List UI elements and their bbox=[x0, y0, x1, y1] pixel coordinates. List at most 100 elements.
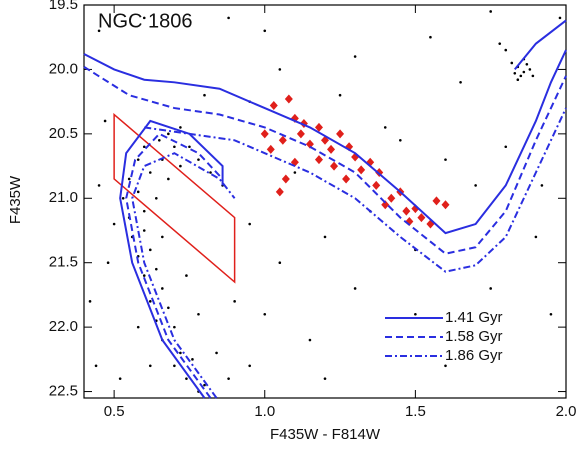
isochrone bbox=[125, 132, 224, 399]
star-marker bbox=[266, 144, 275, 154]
star-marker bbox=[260, 129, 269, 139]
star-marker bbox=[441, 200, 450, 210]
star-marker bbox=[330, 161, 339, 171]
star-point bbox=[142, 16, 146, 20]
star-marker bbox=[387, 193, 396, 203]
star-point bbox=[323, 377, 327, 380]
isochrone bbox=[83, 49, 567, 235]
star-point bbox=[185, 274, 188, 277]
star-point bbox=[155, 196, 158, 200]
y-tick-label: 22.0 bbox=[49, 318, 78, 335]
star-point bbox=[534, 235, 538, 239]
isochrone bbox=[119, 119, 224, 399]
y-tick-label: 19.5 bbox=[49, 0, 78, 13]
star-point bbox=[209, 171, 212, 174]
star-point bbox=[489, 10, 492, 13]
star-point bbox=[248, 364, 251, 368]
legend-label: 1.58 Gyr bbox=[445, 328, 503, 345]
star-point bbox=[203, 383, 206, 387]
star-point bbox=[142, 145, 146, 149]
star-point bbox=[504, 48, 508, 52]
star-marker bbox=[402, 206, 411, 216]
star-point bbox=[94, 364, 98, 368]
star-point bbox=[383, 126, 387, 129]
star-marker bbox=[357, 165, 366, 175]
star-point bbox=[167, 132, 170, 136]
star-marker bbox=[327, 144, 336, 154]
legend-label: 1.41 Gyr bbox=[445, 309, 503, 326]
star-point bbox=[173, 364, 176, 368]
star-marker bbox=[275, 187, 284, 197]
star-point bbox=[429, 35, 432, 39]
star-point bbox=[103, 119, 107, 123]
selection-box bbox=[113, 112, 236, 284]
star-point bbox=[142, 274, 146, 277]
star-point bbox=[528, 68, 532, 71]
star-marker bbox=[342, 174, 351, 184]
star-point bbox=[185, 377, 188, 380]
star-point bbox=[158, 138, 161, 142]
star-point bbox=[498, 42, 502, 45]
star-point bbox=[510, 61, 514, 65]
star-point bbox=[173, 145, 176, 149]
star-point bbox=[444, 158, 447, 161]
star-point bbox=[233, 300, 236, 303]
star-point bbox=[338, 93, 342, 97]
star-point bbox=[263, 29, 267, 33]
star-marker bbox=[417, 213, 426, 223]
star-point bbox=[531, 74, 535, 78]
star-point bbox=[136, 190, 140, 194]
star-point bbox=[519, 74, 523, 78]
star-point bbox=[161, 287, 164, 290]
star-point bbox=[148, 364, 152, 368]
star-point bbox=[323, 235, 327, 239]
star-marker bbox=[278, 135, 287, 145]
y-tick-label: 22.5 bbox=[49, 383, 78, 400]
star-point bbox=[197, 158, 200, 161]
x-tick-label: 2.0 bbox=[556, 403, 577, 420]
star-point bbox=[148, 300, 152, 303]
star-point bbox=[504, 145, 508, 149]
star-point bbox=[203, 93, 206, 97]
star-point bbox=[197, 312, 200, 316]
star-point bbox=[540, 184, 544, 187]
star-point bbox=[121, 196, 125, 200]
star-point bbox=[399, 138, 402, 142]
isochrone bbox=[514, 19, 567, 71]
star-marker bbox=[314, 155, 323, 165]
star-point bbox=[227, 16, 230, 20]
star-point bbox=[558, 16, 562, 20]
star-marker bbox=[372, 180, 381, 190]
star-point bbox=[474, 184, 477, 187]
star-point bbox=[97, 184, 101, 187]
isochrone bbox=[131, 152, 236, 399]
y-axis-label: F435W bbox=[7, 175, 24, 224]
star-point bbox=[308, 338, 312, 342]
x-tick-label: 1.0 bbox=[254, 403, 275, 420]
isochrone bbox=[83, 66, 567, 255]
star-point bbox=[263, 312, 267, 316]
star-point bbox=[136, 325, 140, 329]
star-point bbox=[167, 177, 170, 181]
star-point bbox=[127, 177, 131, 181]
x-axis-label: F435W - F814W bbox=[270, 426, 381, 443]
star-point bbox=[353, 287, 357, 290]
star-point bbox=[179, 351, 182, 355]
star-point bbox=[188, 145, 191, 149]
star-point bbox=[142, 229, 146, 232]
star-marker bbox=[381, 200, 390, 210]
star-point bbox=[549, 312, 553, 316]
star-point bbox=[148, 248, 152, 252]
star-marker bbox=[305, 139, 314, 149]
legend-label: 1.86 Gyr bbox=[445, 347, 503, 364]
star-point bbox=[142, 209, 146, 213]
star-point bbox=[414, 312, 417, 316]
star-marker bbox=[281, 174, 290, 184]
star-point bbox=[353, 55, 357, 58]
star-marker bbox=[296, 129, 305, 139]
plot-frame bbox=[83, 4, 567, 399]
star-point bbox=[118, 377, 122, 380]
star-point bbox=[278, 261, 282, 265]
star-point bbox=[227, 377, 230, 380]
